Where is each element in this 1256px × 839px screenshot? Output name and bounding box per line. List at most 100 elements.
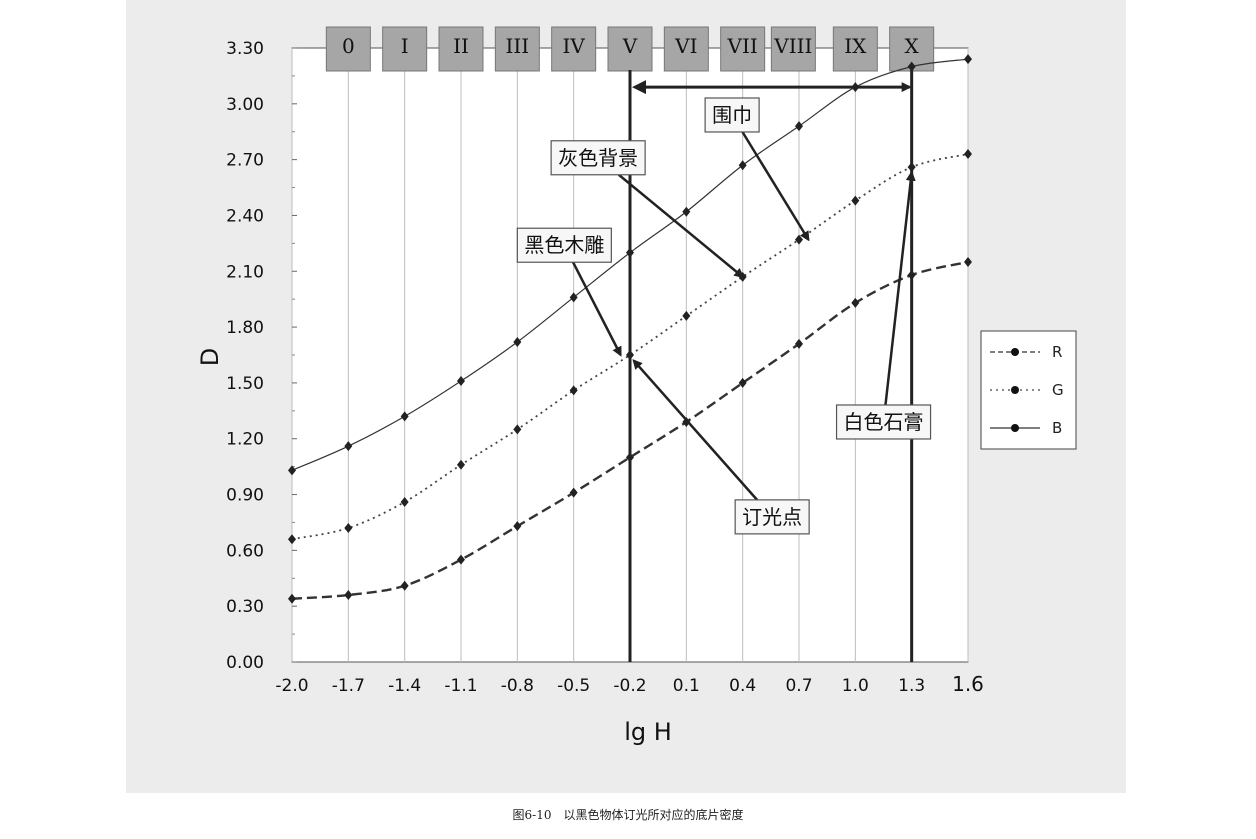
annotation-box (516, 227, 612, 263)
data-point-G (457, 459, 465, 470)
data-point-B (457, 376, 465, 387)
annotation-arrow (884, 170, 916, 406)
y-tick-label: 1.50 (226, 374, 264, 394)
annotation-label: 白色石膏 (844, 410, 924, 434)
legend-label-B: B (1052, 419, 1062, 437)
zone-label: III (505, 34, 529, 58)
annotation-box (734, 499, 810, 535)
zone-label: IV (562, 34, 585, 58)
data-point-B (964, 54, 972, 65)
data-point-B (738, 160, 747, 171)
zone-box (720, 26, 766, 72)
data-point-B (344, 441, 353, 452)
data-point-R (851, 297, 860, 308)
data-point-R (513, 521, 522, 532)
x-tick-label: 0.4 (729, 676, 756, 696)
data-point-B (626, 247, 634, 258)
data-point-R (288, 593, 296, 604)
data-point-G (344, 523, 353, 534)
x-tick-label: 1.3 (898, 676, 925, 696)
y-tick-label: 2.40 (226, 206, 264, 226)
data-point-R (569, 487, 578, 498)
legend-marker-B (1011, 424, 1019, 432)
annotation-box (704, 97, 760, 133)
y-tick-label: 2.70 (226, 151, 264, 171)
zone-label: X (905, 34, 920, 58)
zone-box (551, 26, 597, 72)
data-point-B (513, 336, 522, 347)
y-tick-label: 0.90 (226, 486, 264, 506)
x-tick-label: -0.2 (613, 676, 646, 696)
zone-box (438, 26, 484, 72)
zone-label: VII (727, 34, 758, 58)
data-point-G (907, 162, 916, 173)
zone-box (832, 26, 878, 72)
zone-label: IX (844, 34, 867, 58)
data-point-G (569, 385, 578, 396)
data-point-B (569, 292, 578, 303)
y-tick-label: 3.00 (226, 95, 264, 115)
data-point-B (288, 465, 296, 476)
data-point-G (626, 350, 634, 360)
annotation-box (550, 140, 646, 176)
annotation-box (835, 404, 932, 440)
x-tick-label: 1.0 (842, 676, 869, 696)
zone-box (382, 26, 428, 72)
zone-label: VI (674, 34, 697, 58)
y-tick-label: 0.60 (226, 541, 264, 561)
legend-marker-R (1011, 348, 1019, 356)
zone-label: 0 (342, 34, 355, 58)
zone-label: II (453, 34, 469, 58)
data-point-R (457, 554, 465, 565)
x-tick-label: -1.4 (388, 676, 421, 696)
legend-label-G: G (1052, 381, 1064, 399)
data-point-R (626, 452, 634, 463)
annotation-label: 黑色木雕 (524, 233, 604, 257)
legend-marker-G (1011, 386, 1019, 394)
range-arrow-head-left (632, 80, 646, 95)
x-tick-label: -2.0 (275, 676, 308, 696)
zone-box (663, 26, 709, 72)
data-point-B (795, 121, 803, 132)
y-tick-label: 2.10 (226, 262, 264, 282)
annotation-label: 灰色背景 (558, 146, 638, 170)
zone-box (325, 26, 371, 72)
y-axis-label: D (196, 348, 224, 366)
x-tick-label: -0.5 (557, 676, 590, 696)
data-point-B (851, 82, 860, 93)
data-point-G (400, 496, 409, 507)
zone-box (770, 26, 816, 72)
legend-label-R: R (1052, 343, 1062, 361)
data-point-G (851, 195, 860, 206)
x-tick-label: -0.8 (501, 676, 534, 696)
y-tick-label: 1.80 (226, 318, 264, 338)
y-tick-label: 0.00 (226, 653, 264, 673)
x-tick-label: 0.1 (673, 676, 700, 696)
annotation-label: 订光点 (742, 505, 802, 529)
annotation-arrow (571, 261, 622, 357)
zone-label: V (622, 34, 638, 58)
x-tick-label: -1.1 (444, 676, 477, 696)
data-point-G (682, 310, 691, 321)
zone-box (607, 26, 653, 72)
data-point-G (288, 534, 296, 545)
zone-box (494, 26, 540, 72)
y-tick-label: 0.30 (226, 597, 264, 617)
x-axis-label: lg H (624, 718, 672, 746)
data-point-B (907, 61, 916, 72)
data-point-R (344, 590, 353, 601)
data-point-R (907, 269, 916, 280)
y-tick-label: 3.30 (226, 39, 264, 59)
data-point-R (964, 256, 972, 267)
legend: R G B (980, 330, 1077, 450)
data-point-B (682, 206, 691, 217)
x-tick-label: 1.6 (952, 672, 984, 696)
y-tick-label: 1.20 (226, 430, 264, 450)
annotation-arrow (741, 131, 810, 242)
annotation-arrow (632, 359, 759, 501)
zone-label: VIII (773, 34, 812, 58)
figure-caption: 图6-10 以黑色物体订光所对应的底片密度 (512, 808, 744, 822)
data-point-R (738, 377, 747, 388)
data-point-B (400, 411, 409, 422)
